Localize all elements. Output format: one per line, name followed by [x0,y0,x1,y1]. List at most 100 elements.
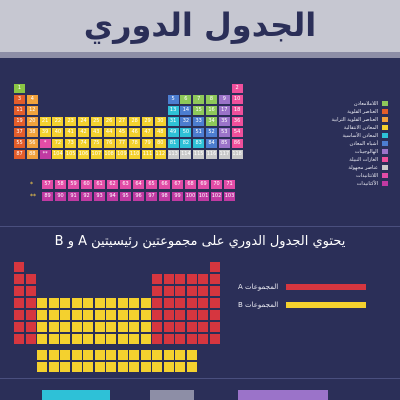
group-b-cell [117,350,128,360]
element-cell: 51 [193,128,205,137]
group-a-cell [163,274,174,284]
group-a-cell [175,322,185,332]
groups-table [14,262,224,372]
element-cell: 112 [154,150,166,159]
element-cell: 33 [193,117,205,126]
groups-heading: يحتوي الجدول الدوري على مجموعتين رئيسيتي… [54,234,346,249]
element-cell: 34 [206,117,217,126]
group-a-cell [25,322,36,332]
group-a-cell [163,334,174,344]
group-a-cell [186,298,197,308]
element-cell: 1 [14,84,25,93]
group-legend-item: المجموعات B [238,296,388,314]
group-a-cell [209,310,220,320]
group-a-cell [25,334,36,344]
element-cell: 79 [142,139,153,148]
legend-swatch [382,117,388,123]
group-b-cell [106,298,116,308]
group-a-cell [14,310,24,320]
element-cell: 109 [116,150,128,159]
group-b-cell [37,334,47,344]
actinide-cell: 91 [68,192,79,201]
group-b-cell [60,334,70,344]
group-b-cell [106,310,116,320]
element-cell: 32 [180,117,192,126]
legend-label: المعادن الانتقالية [343,124,378,131]
group-b-cell [152,350,162,360]
element-cell: 114 [180,150,192,159]
group-a-cell [209,286,220,296]
group-a-cell [209,274,220,284]
lanthanide-cell: 68 [185,180,196,189]
actinide-cell: 99 [172,192,183,201]
legend-label: المعادن الأساسية [342,132,378,139]
group-b-cell [129,350,139,360]
element-cell: 49 [167,128,179,137]
group-legend-label: المجموعات B [238,301,279,309]
legend-item: العناصر القلوية الترابية [268,116,388,124]
legend-label: اللانثانيدات [356,172,378,179]
bottom-block-2 [150,390,194,400]
element-cell: 117 [218,150,230,159]
group-b-cell [83,310,93,320]
group-b-cell [163,362,174,372]
bottom-section [0,378,400,400]
lanthanide-cell: 58 [55,180,66,189]
element-cell: 29 [142,117,153,126]
element-cell: 81 [167,139,179,148]
group-b-cell [94,350,105,360]
page-title: الجدول الدوري [83,6,317,44]
group-b-cell [186,350,197,360]
element-cell: 25 [90,117,102,126]
lanthanide-cell: 66 [159,180,170,189]
lanthanide-cell: 69 [198,180,209,189]
group-a-cell [175,286,185,296]
element-cell: 4 [26,95,38,104]
group-a-cell [25,298,36,308]
legend-swatch [382,101,388,107]
element-cell: * [39,139,51,148]
legend-label: أشباه المعادن [349,140,378,147]
group-b-cell [83,350,93,360]
group-b-cell [60,298,70,308]
banner-strip [0,52,400,58]
lanthanide-cell: 65 [146,180,157,189]
element-cell: 5 [167,95,179,104]
group-b-cell [117,334,128,344]
group-b-cell [83,362,93,372]
group-b-cell [175,362,185,372]
element-cell: 2 [231,84,243,93]
group-a-cell [163,310,174,320]
legend-item: أشباه المعادن [268,140,388,148]
group-a-cell [163,286,174,296]
section-divider [0,226,400,227]
group-a-cell [25,310,36,320]
group-b-cell [106,334,116,344]
element-cell: 35 [218,117,230,126]
element-cell: 20 [26,117,38,126]
legend-label: العناصر القلوية الترابية [331,116,378,123]
group-a-cell [186,274,197,284]
group-a-cell [25,274,36,284]
group-b-cell [140,362,151,372]
group-a-cell [175,274,185,284]
element-cell: 88 [26,150,38,159]
element-cell: 54 [231,128,243,137]
legend-swatch [382,157,388,163]
legend-item: العناصر القلوية [268,108,388,116]
element-cell: 42 [78,128,89,137]
group-b-cell [83,298,93,308]
group-b-cell [37,362,47,372]
element-cell: 11 [14,106,25,115]
element-cell: 52 [206,128,217,137]
group-a-cell [152,322,162,332]
element-cell: 116 [206,150,217,159]
element-cell: 78 [129,139,141,148]
element-cell: 48 [154,128,166,137]
f-block-rows: * 57 58 59 60 61 62 63 64 65 66 67 68 69 70 71 ** 89 90 91 9… [30,180,250,206]
lanthanide-cell: 64 [133,180,144,189]
group-b-cell [106,350,116,360]
group-b-cell [129,322,139,332]
group-b-cell [186,362,197,372]
groups-legend: المجموعات A المجموعات B [238,278,388,314]
